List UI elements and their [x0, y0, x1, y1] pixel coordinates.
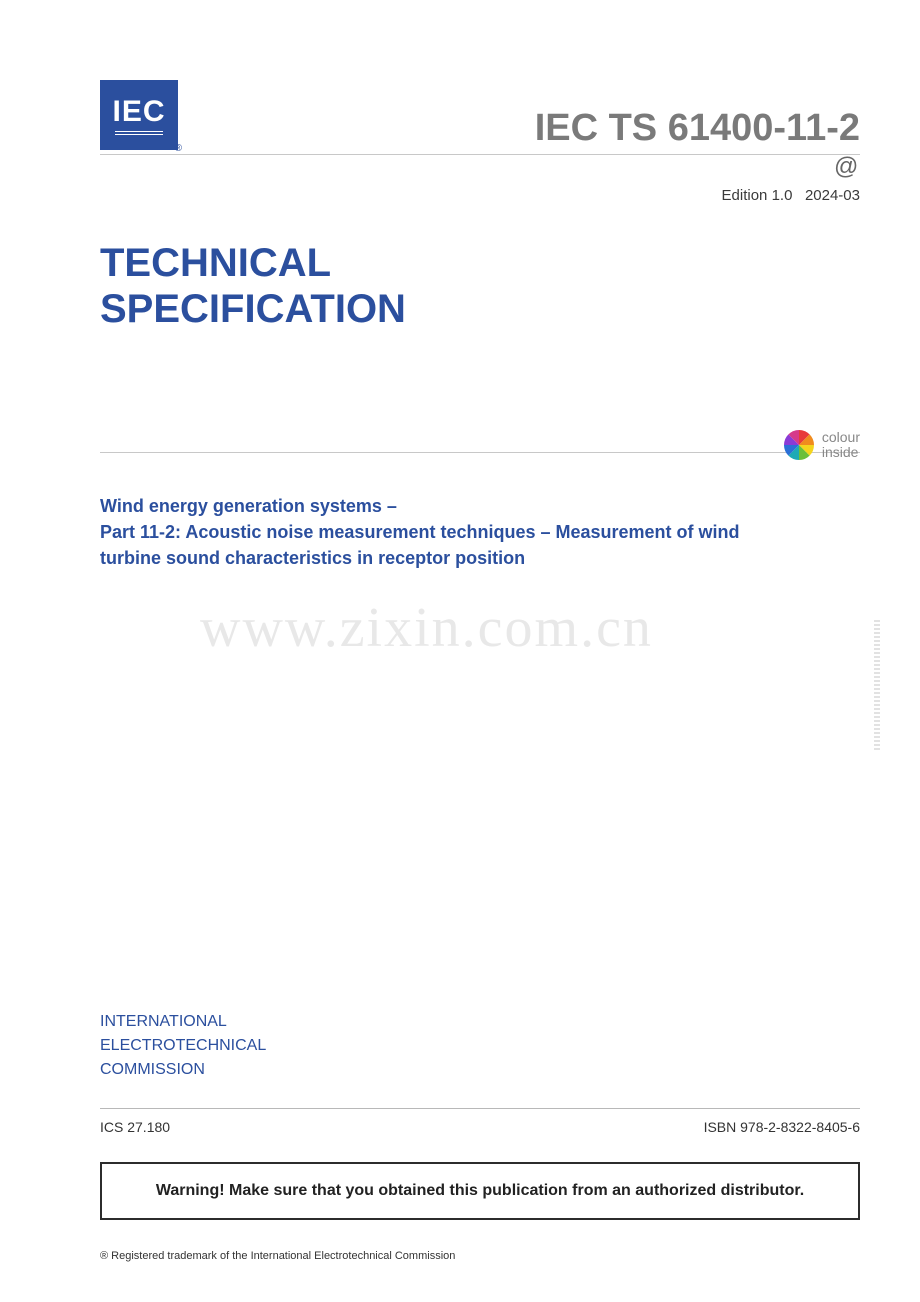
organization-name: INTERNATIONAL ELECTROTECHNICAL COMMISSIO…	[100, 1010, 266, 1082]
colour-wheel-icon	[784, 430, 814, 460]
doc-heading-line2: SPECIFICATION	[100, 286, 860, 332]
at-symbol-icon: @	[834, 153, 858, 181]
document-title: Wind energy generation systems – Part 11…	[100, 493, 860, 571]
mid-rule	[100, 452, 860, 453]
logo-text: IEC	[112, 95, 165, 129]
meta-rule	[100, 1108, 860, 1109]
colour-inside-badge: colour inside	[784, 430, 860, 461]
registered-mark: ®	[175, 143, 182, 154]
side-decoration-icon	[874, 620, 880, 750]
edition-label: Edition 1.0	[722, 187, 793, 204]
org-line1: INTERNATIONAL	[100, 1010, 266, 1034]
edition-date: 2024-03	[805, 187, 860, 204]
standard-number: IEC TS 61400-11-2	[535, 107, 860, 150]
iec-logo: IEC ®	[100, 80, 178, 150]
ics-code: ICS 27.180	[100, 1119, 170, 1135]
edition-info: Edition 1.0 2024-03	[100, 187, 860, 204]
edition-wrap: @ Edition 1.0 2024-03	[100, 155, 860, 204]
logo-underline-icon	[115, 131, 163, 135]
org-line2: ELECTROTECHNICAL	[100, 1034, 266, 1058]
colour-line2: inside	[822, 445, 860, 460]
warning-text: Warning! Make sure that you obtained thi…	[156, 1182, 804, 1199]
trademark-notice: ® Registered trademark of the Internatio…	[100, 1250, 455, 1262]
warning-box: Warning! Make sure that you obtained thi…	[100, 1162, 860, 1220]
org-line3: COMMISSION	[100, 1058, 266, 1082]
colour-badge-label: colour inside	[822, 430, 860, 461]
meta-flex: ICS 27.180 ISBN 978-2-8322-8405-6	[100, 1119, 860, 1135]
document-heading: TECHNICAL SPECIFICATION	[100, 240, 860, 332]
document-page: IEC ® IEC TS 61400-11-2 @ Edition 1.0 20…	[0, 0, 920, 1302]
title-line3: turbine sound characteristics in recepto…	[100, 545, 860, 571]
watermark-text: www.zixin.com.cn	[200, 596, 653, 660]
header: IEC ® IEC TS 61400-11-2	[100, 80, 860, 150]
metadata-row: ICS 27.180 ISBN 978-2-8322-8405-6	[100, 1108, 860, 1135]
colour-line1: colour	[822, 430, 860, 445]
logo-wrap: IEC ®	[100, 80, 178, 150]
title-line2: Part 11-2: Acoustic noise measurement te…	[100, 519, 860, 545]
doc-heading-line1: TECHNICAL	[100, 240, 860, 286]
title-line1: Wind energy generation systems –	[100, 493, 860, 519]
isbn-code: ISBN 978-2-8322-8405-6	[704, 1119, 860, 1135]
